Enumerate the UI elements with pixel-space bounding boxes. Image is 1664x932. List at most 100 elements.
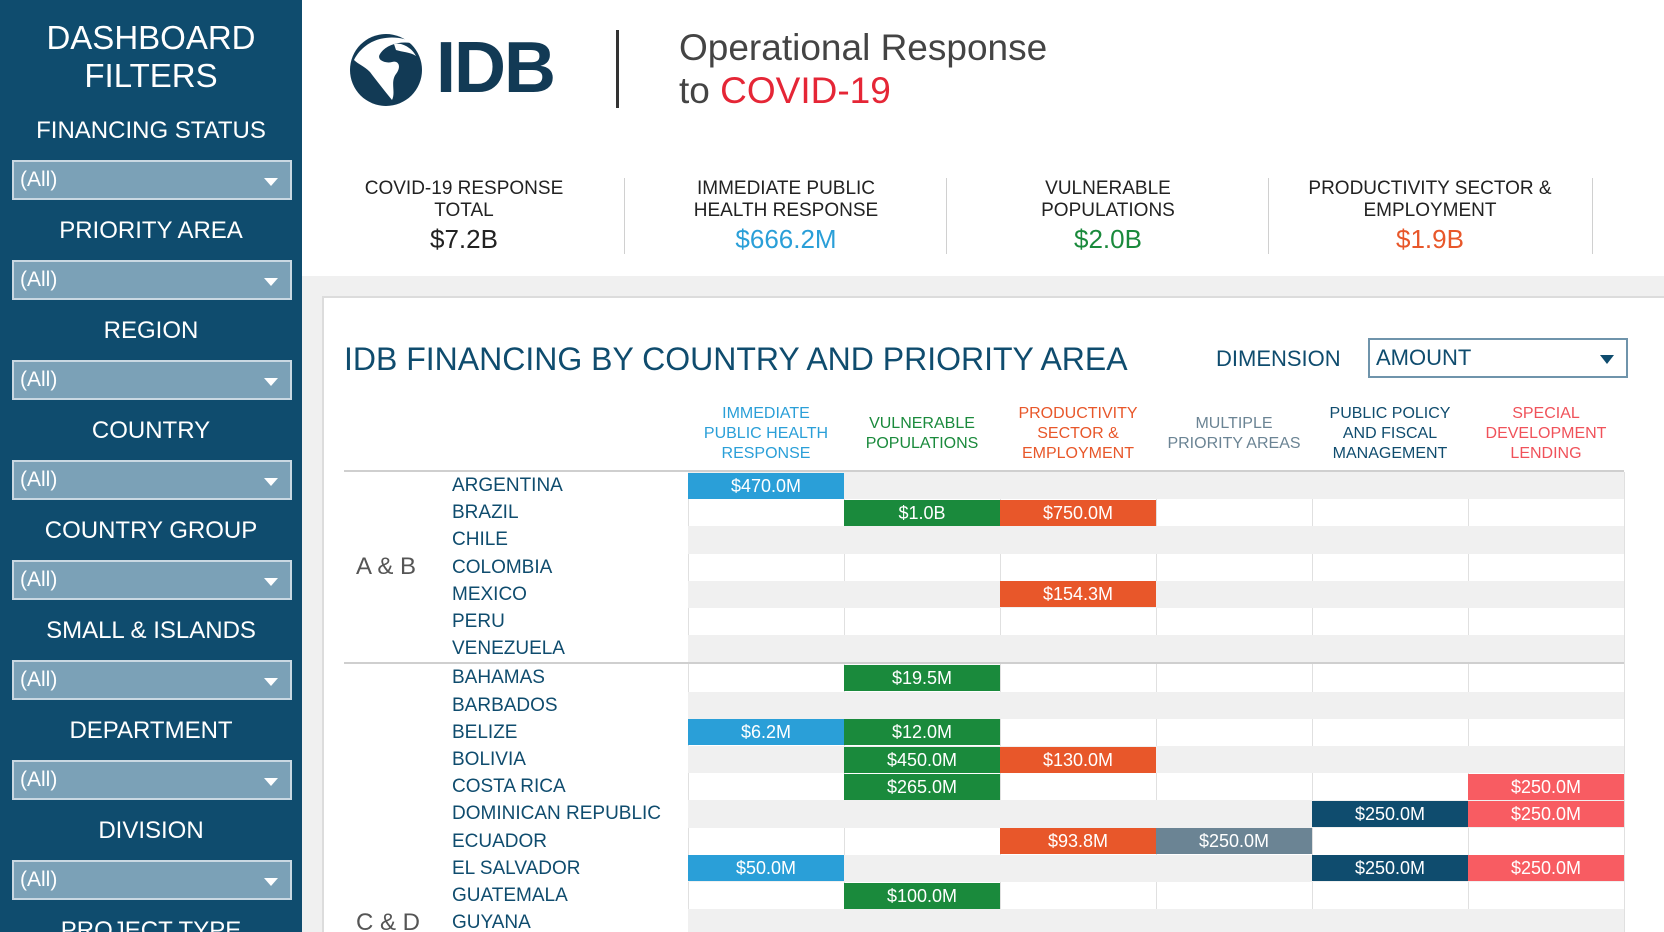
country-label[interactable]: ECUADOR — [452, 830, 548, 852]
value-cell[interactable]: $100.0M — [844, 882, 1000, 909]
column-header-line: PRIORITY AREAS — [1167, 435, 1301, 452]
value-cell[interactable]: $154.3M — [1000, 581, 1156, 608]
row-band — [688, 909, 1624, 932]
kpi-label: POPULATIONS — [1041, 200, 1175, 221]
filter-select[interactable]: (All) — [12, 560, 292, 600]
column-header: PUBLIC POLICY AND FISCAL MANAGEMENT — [1312, 402, 1468, 466]
country-label[interactable]: EL SALVADOR — [452, 857, 581, 879]
group-divider — [344, 470, 1624, 472]
column-header: PRODUCTIVITY SECTOR & EMPLOYMENT — [1000, 402, 1156, 466]
value-cell[interactable]: $470.0M — [688, 472, 844, 499]
row-band — [688, 691, 1624, 719]
filter-label: DEPARTMENT — [69, 717, 233, 744]
column-header-line: SECTOR & — [1037, 425, 1119, 442]
country-label[interactable]: VENEZUELA — [452, 638, 565, 660]
filter-select[interactable]: (All) — [12, 760, 292, 800]
kpi-separator — [1592, 178, 1593, 254]
country-label[interactable]: ARGENTINA — [452, 475, 563, 496]
value-cell[interactable]: $50.0M — [688, 855, 844, 882]
logo-divider — [616, 30, 619, 108]
value-cell[interactable]: $750.0M — [1000, 499, 1156, 526]
column-header: VULNERABLE POPULATIONS — [844, 402, 1000, 466]
country-label[interactable]: BOLIVIA — [452, 749, 526, 770]
value-cell[interactable]: $93.8M — [1000, 828, 1156, 855]
filter-value: (All) — [20, 868, 58, 891]
kpi-card: COVID-19 RESPONSE TOTAL $7.2B — [303, 178, 625, 255]
country-label[interactable]: BARBADOS — [452, 694, 558, 716]
group-label: A & B — [356, 553, 417, 581]
column-header-line: RESPONSE — [721, 445, 811, 462]
dimension-select[interactable]: AMOUNT — [1368, 338, 1628, 378]
value-cell[interactable]: $12.0M — [844, 719, 1000, 746]
country-label[interactable]: BAHAMAS — [452, 667, 545, 689]
row-band — [688, 746, 1624, 774]
group-label: C & D — [356, 909, 421, 932]
chevron-down-icon — [264, 478, 278, 486]
country-label[interactable]: MEXICO — [452, 583, 527, 605]
country-label[interactable]: DOMINICAN REPUBLIC — [452, 803, 662, 825]
kpi-separator — [624, 178, 625, 254]
row-band — [688, 526, 1624, 554]
filter-select[interactable]: (All) — [12, 160, 292, 200]
kpi-card: VULNERABLE POPULATIONS $2.0B — [947, 178, 1269, 255]
row-band — [688, 472, 1624, 500]
filter-label: REGION — [103, 317, 199, 344]
chart-title: IDB FINANCING BY COUNTRY AND PRIORITY AR… — [344, 341, 1128, 377]
column-header-line: POPULATIONS — [865, 435, 979, 452]
page-title-line2: to COVID-19 — [679, 70, 891, 112]
chevron-down-icon — [264, 878, 278, 886]
filter-select[interactable]: (All) — [12, 360, 292, 400]
country-label[interactable]: GUYANA — [452, 912, 531, 932]
filter-select[interactable]: (All) — [12, 660, 292, 700]
filter-label: PROJECT TYPE — [60, 917, 242, 932]
idb-logo-text: IDB — [436, 28, 556, 108]
filter-select[interactable]: (All) — [12, 460, 292, 500]
country-label[interactable]: BRAZIL — [452, 502, 519, 524]
value-cell[interactable]: $265.0M — [844, 773, 1000, 800]
kpi-label: IMMEDIATE PUBLIC — [696, 178, 876, 199]
column-header: SPECIAL DEVELOPMENT LENDING — [1468, 402, 1624, 466]
column-header: IMMEDIATE PUBLIC HEALTH RESPONSE — [688, 402, 844, 466]
value-cell[interactable]: $6.2M — [688, 719, 844, 746]
value-cell[interactable]: $250.0M — [1468, 855, 1624, 882]
filter-select[interactable]: (All) — [12, 860, 292, 900]
filter-value: (All) — [20, 468, 58, 491]
column-header-line: MULTIPLE — [1195, 415, 1273, 432]
country-label[interactable]: PERU — [452, 611, 505, 632]
country-label[interactable]: COSTA RICA — [452, 776, 566, 798]
kpi-label: TOTAL — [434, 200, 494, 221]
filter-label: COUNTRY — [91, 417, 211, 444]
kpi-value: $7.2B — [430, 224, 498, 254]
value-cell[interactable]: $250.0M — [1156, 828, 1312, 855]
row-band — [688, 580, 1624, 608]
value-cell[interactable]: $19.5M — [844, 665, 1000, 691]
country-label[interactable]: CHILE — [452, 529, 508, 551]
column-header-line: DEVELOPMENT — [1485, 425, 1607, 442]
value-cell[interactable]: $1.0B — [844, 499, 1000, 526]
filter-value: (All) — [20, 368, 58, 391]
kpi-value: $666.2M — [735, 224, 837, 254]
country-label[interactable]: GUATEMALA — [452, 885, 568, 906]
row-band — [688, 635, 1624, 663]
sidebar-title-line1: DASHBOARD — [46, 19, 256, 56]
value-cell[interactable]: $250.0M — [1468, 773, 1624, 800]
filter-value: (All) — [20, 668, 58, 691]
country-label[interactable]: COLOMBIA — [452, 556, 553, 578]
filter-value: (All) — [20, 568, 58, 591]
value-cell[interactable]: $450.0M — [844, 746, 1000, 773]
value-cell[interactable]: $130.0M — [1000, 746, 1156, 773]
value-cell[interactable]: $250.0M — [1312, 855, 1468, 882]
filters-sidebar: DASHBOARD FILTERS FINANCING STATUS (All) P… — [0, 0, 302, 932]
value-cell[interactable]: $250.0M — [1312, 801, 1468, 827]
filter-label: COUNTRY GROUP — [44, 517, 258, 544]
value-cell[interactable]: $250.0M — [1468, 801, 1624, 827]
column-header: MULTIPLE PRIORITY AREAS — [1156, 402, 1312, 466]
filter-select[interactable]: (All) — [12, 260, 292, 300]
country-label[interactable]: BELIZE — [452, 721, 518, 743]
column-header-line: PUBLIC HEALTH — [703, 425, 829, 442]
kpi-value: $1.9B — [1396, 224, 1464, 254]
column-divider — [1624, 472, 1625, 932]
group-divider — [344, 662, 1624, 665]
chevron-down-icon — [264, 178, 278, 186]
